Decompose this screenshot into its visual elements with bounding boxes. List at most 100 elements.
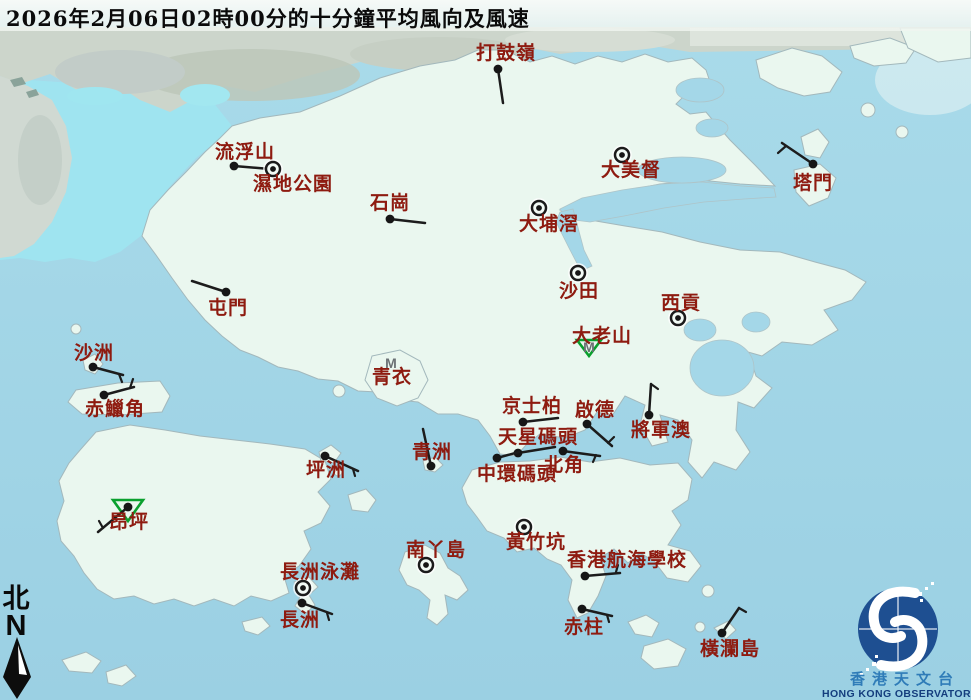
wind-barb-shaft bbox=[720, 606, 741, 635]
station-tsing-yi: M青衣 bbox=[372, 355, 411, 388]
station-central-pier: 中環碼頭 bbox=[477, 450, 557, 485]
wind-barb-tick bbox=[776, 144, 788, 155]
station-green-island: 青洲 bbox=[412, 427, 452, 471]
station-lamma-island: 南丫島 bbox=[406, 538, 466, 575]
station-dot bbox=[717, 628, 727, 638]
compass-needle-highlight bbox=[18, 645, 27, 675]
calm-wind-icon bbox=[514, 517, 534, 537]
station-tap-mun: 塔門 bbox=[776, 141, 832, 194]
station-dot bbox=[644, 410, 654, 420]
station-label: 赤柱 bbox=[564, 615, 604, 638]
station-label: 黃竹坑 bbox=[506, 530, 566, 553]
station-label: 大老山 bbox=[572, 324, 632, 347]
compass-needle bbox=[3, 637, 31, 699]
calm-wind-icon bbox=[612, 145, 632, 165]
station-label: 西貢 bbox=[661, 292, 701, 314]
station-label: 橫瀾島 bbox=[700, 637, 760, 660]
station-label: 將軍澳 bbox=[631, 418, 691, 441]
station-label: 坪洲 bbox=[306, 459, 346, 481]
station-dot bbox=[270, 166, 276, 172]
station-peng-chau: 坪洲 bbox=[306, 451, 360, 481]
wind-barb-tick bbox=[605, 613, 611, 624]
station-dot bbox=[582, 419, 592, 429]
station-dot bbox=[518, 417, 528, 427]
station-label: 長洲泳灘 bbox=[280, 560, 360, 583]
station-dot bbox=[221, 287, 231, 297]
station-tai-mei-tuk: 大美督 bbox=[601, 145, 661, 181]
wind-barb-tick bbox=[117, 372, 124, 384]
station-label: 京士柏 bbox=[502, 394, 562, 417]
station-dot bbox=[521, 524, 527, 530]
station-label: 濕地公園 bbox=[253, 172, 333, 195]
station-wong-chuk-hang: 黃竹坑 bbox=[506, 517, 566, 553]
wind-barb-tick bbox=[737, 606, 748, 614]
station-kings-park: 京士柏 bbox=[502, 394, 562, 427]
station-star-ferry-pier: 天星碼頭 bbox=[498, 426, 578, 458]
station-label: 中環碼頭 bbox=[477, 462, 557, 485]
maintenance-m-icon: M bbox=[583, 339, 595, 355]
calm-wind-icon bbox=[568, 263, 588, 283]
station-dot bbox=[619, 152, 625, 158]
station-dot bbox=[88, 362, 98, 372]
station-label: 天星碼頭 bbox=[498, 426, 578, 448]
station-label: 啟德 bbox=[575, 398, 615, 421]
wind-barb-shaft bbox=[388, 217, 427, 225]
wind-barb-shaft bbox=[561, 449, 602, 458]
station-sha-tin: 沙田 bbox=[559, 263, 599, 302]
hong-kong-landmass bbox=[56, 27, 971, 687]
station-cheung-chau: 長洲 bbox=[280, 598, 334, 631]
wind-barb-shaft bbox=[583, 571, 622, 578]
station-tseung-kwan-o: 將軍澳 bbox=[631, 382, 691, 441]
station-label: 大美督 bbox=[601, 158, 661, 181]
station-sha-chau: 沙洲 bbox=[74, 342, 125, 384]
hko-logo-s-swirl-lower bbox=[876, 615, 928, 672]
stations-layer: 打鼓嶺流浮山濕地公園石崗大埔滘大美督塔門沙田西貢M大老山屯門沙洲赤鱲角M青衣京士… bbox=[74, 41, 832, 660]
station-cheung-chau-beach: 長洲泳灘 bbox=[280, 560, 360, 598]
calm-wind-icon bbox=[293, 578, 313, 598]
wind-barb-tick bbox=[614, 563, 620, 574]
station-dot bbox=[423, 562, 429, 568]
station-ngong-ping: 昂坪 bbox=[96, 498, 148, 534]
station-label: 青洲 bbox=[412, 441, 452, 463]
station-shek-kong: 石崗 bbox=[369, 191, 427, 225]
station-tai-po-kau: 大埔滘 bbox=[519, 198, 578, 235]
shenzhen-satellite-area bbox=[0, 27, 971, 258]
station-dot bbox=[675, 315, 681, 321]
station-label: 沙田 bbox=[559, 280, 599, 302]
compass-n-label: N bbox=[6, 610, 27, 642]
maintenance-m-icon: M bbox=[385, 355, 397, 371]
hko-logo-name-en: HONG KONG OBSERVATORY bbox=[822, 688, 971, 700]
station-label: 香港航海學校 bbox=[566, 548, 687, 571]
hko-logo-dissolve-pixels bbox=[860, 582, 934, 676]
maintenance-triangle-icon bbox=[110, 498, 146, 524]
station-stanley: 赤柱 bbox=[564, 604, 614, 638]
wind-barb-shaft bbox=[421, 427, 433, 468]
station-dot bbox=[536, 205, 542, 211]
station-dot bbox=[575, 270, 581, 276]
wind-barb-tick bbox=[606, 435, 616, 445]
station-dot bbox=[385, 214, 395, 224]
wind-barb-shaft bbox=[521, 416, 560, 424]
station-label: 北角 bbox=[544, 453, 584, 476]
wind-barb-tick bbox=[325, 611, 331, 622]
station-dot bbox=[426, 461, 436, 471]
wind-barb-shaft bbox=[496, 67, 505, 105]
station-dot bbox=[580, 571, 590, 581]
hko-logo-name-zh: 香港天文台 bbox=[850, 670, 960, 688]
station-dot bbox=[558, 446, 568, 456]
wind-barb-shaft bbox=[780, 141, 815, 166]
station-label: 南丫島 bbox=[406, 538, 466, 561]
hko-logo-s-swirl bbox=[868, 586, 920, 643]
wind-barb-tick bbox=[351, 467, 357, 478]
north-compass: 北 N bbox=[3, 584, 31, 699]
station-chek-lap-kok: 赤鱲角 bbox=[85, 377, 144, 420]
compass-zh-label: 北 bbox=[3, 584, 30, 615]
station-label: 打鼓嶺 bbox=[476, 41, 536, 64]
station-waglan-island: 橫瀾島 bbox=[700, 606, 760, 660]
wind-barb-tick bbox=[128, 377, 135, 390]
station-label: 沙洲 bbox=[74, 342, 114, 364]
station-hk-sea-school: 香港航海學校 bbox=[566, 548, 687, 581]
